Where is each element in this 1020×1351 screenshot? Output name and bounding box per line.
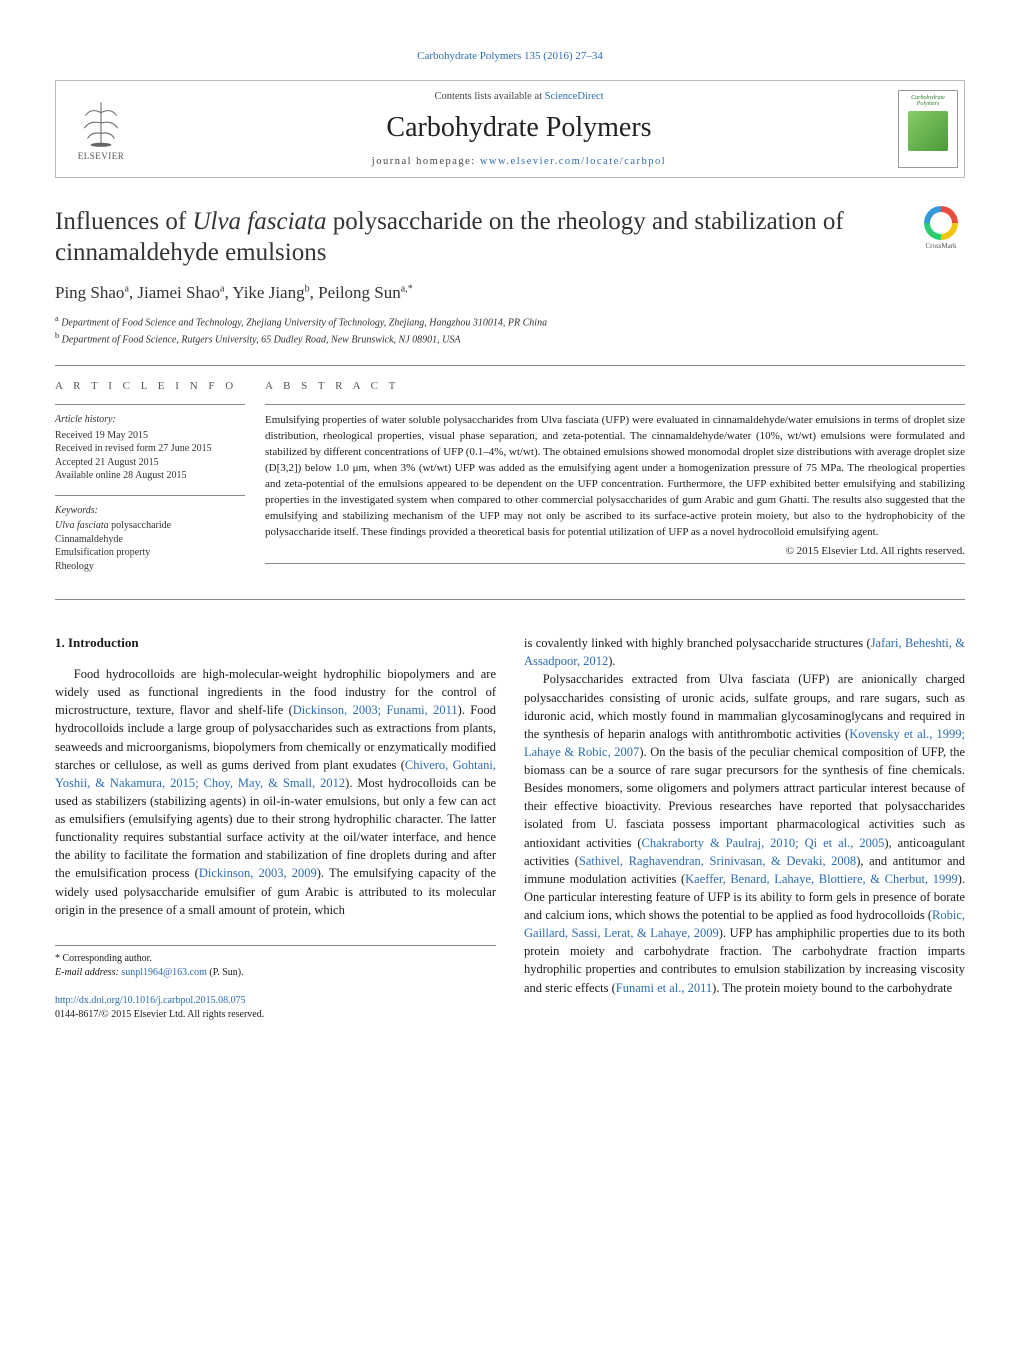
- accepted-date: Accepted 21 August 2015: [55, 456, 245, 470]
- doi-link[interactable]: http://dx.doi.org/10.1016/j.carbpol.2015…: [55, 995, 246, 1006]
- article-title: Influences of Ulva fasciata polysacchari…: [55, 206, 897, 269]
- affiliations: a Department of Food Science and Technol…: [55, 313, 965, 348]
- sciencedirect-link[interactable]: ScienceDirect: [545, 91, 604, 102]
- history-label: Article history:: [55, 413, 245, 427]
- abstract-text: Emulsifying properties of water soluble …: [265, 413, 965, 541]
- keyword-1: Ulva fasciata polysaccharide: [55, 519, 245, 533]
- homepage-line: journal homepage: www.elsevier.com/locat…: [146, 156, 892, 167]
- p1r-text-b: ).: [608, 654, 615, 668]
- keyword-4: Rheology: [55, 560, 245, 574]
- issn-line: 0144-8617/© 2015 Elsevier Ltd. All right…: [55, 1008, 496, 1022]
- contents-line: Contents lists available at ScienceDirec…: [146, 91, 892, 102]
- title-pre: Influences of: [55, 208, 192, 235]
- divider: [55, 404, 245, 405]
- abstract-copyright: © 2015 Elsevier Ltd. All rights reserved…: [265, 545, 965, 557]
- article-info-column: A R T I C L E I N F O Article history: R…: [55, 380, 265, 585]
- divider: [55, 495, 245, 496]
- keywords-label: Keywords:: [55, 504, 245, 518]
- ref-link[interactable]: Chakraborty & Paulraj, 2010; Qi et al., …: [642, 836, 885, 850]
- divider: [265, 563, 965, 564]
- received-date: Received 19 May 2015: [55, 429, 245, 443]
- elsevier-tree-icon: [75, 97, 127, 149]
- crossmark-badge[interactable]: CrossMark: [917, 206, 965, 250]
- journal-header-block: ELSEVIER Contents lists available at Sci…: [55, 80, 965, 178]
- citation-header: Carbohydrate Polymers 135 (2016) 27–34: [55, 50, 965, 62]
- title-italic: Ulva fasciata: [192, 208, 326, 235]
- divider: [265, 404, 965, 405]
- email-line: E-mail address: sunpl1964@163.com (P. Su…: [55, 966, 496, 980]
- homepage-link[interactable]: www.elsevier.com/locate/carbpol: [480, 156, 666, 167]
- doi-block: http://dx.doi.org/10.1016/j.carbpol.2015…: [55, 994, 496, 1022]
- contents-prefix: Contents lists available at: [434, 91, 544, 102]
- p1-text-c: ). Most hydrocolloids can be used as sta…: [55, 776, 496, 881]
- email-name: (P. Sun).: [207, 967, 244, 978]
- elsevier-logo: ELSEVIER: [56, 81, 146, 177]
- crossmark-label: CrossMark: [925, 242, 956, 250]
- divider: [55, 599, 965, 600]
- ref-link[interactable]: Dickinson, 2003, 2009: [199, 866, 317, 880]
- crossmark-icon: [924, 206, 958, 240]
- elsevier-label: ELSEVIER: [78, 151, 125, 161]
- intro-paragraph-1-cont: is covalently linked with highly branche…: [524, 634, 965, 670]
- affiliation-a: a Department of Food Science and Technol…: [55, 313, 965, 330]
- right-column: is covalently linked with highly branche…: [524, 634, 965, 1022]
- ref-link[interactable]: Sathivel, Raghavendran, Srinivasan, & De…: [579, 854, 856, 868]
- homepage-prefix: journal homepage:: [372, 156, 480, 167]
- revised-date: Received in revised form 27 June 2015: [55, 442, 245, 456]
- header-center: Contents lists available at ScienceDirec…: [146, 81, 892, 177]
- keyword-2: Cinnamaldehyde: [55, 533, 245, 547]
- p2-text-b: ). On the basis of the peculiar chemical…: [524, 745, 965, 850]
- corresponding-author-footer: * Corresponding author. E-mail address: …: [55, 945, 496, 980]
- abstract-heading: A B S T R A C T: [265, 380, 965, 392]
- cover-thumbnail: Carbohydrate Polymers: [892, 81, 964, 177]
- intro-paragraph-1: Food hydrocolloids are high-molecular-we…: [55, 665, 496, 919]
- affiliation-b: b Department of Food Science, Rutgers Un…: [55, 330, 965, 347]
- cover-image-icon: [908, 111, 948, 151]
- cover-box: Carbohydrate Polymers: [898, 90, 958, 168]
- ref-link[interactable]: Kaeffer, Benard, Lahaye, Blottiere, & Ch…: [685, 872, 958, 886]
- online-date: Available online 28 August 2015: [55, 469, 245, 483]
- abstract-column: A B S T R A C T Emulsifying properties o…: [265, 380, 965, 585]
- affiliation-a-text: Department of Food Science and Technolog…: [61, 317, 547, 328]
- body-columns: 1. Introduction Food hydrocolloids are h…: [55, 634, 965, 1022]
- p1r-text-a: is covalently linked with highly branche…: [524, 636, 871, 650]
- ref-link[interactable]: Dickinson, 2003; Funami, 2011: [293, 703, 458, 717]
- left-column: 1. Introduction Food hydrocolloids are h…: [55, 634, 496, 1022]
- affiliation-b-text: Department of Food Science, Rutgers Univ…: [62, 334, 461, 345]
- article-info-heading: A R T I C L E I N F O: [55, 380, 245, 392]
- corr-author-label: * Corresponding author.: [55, 952, 496, 966]
- cover-title-2: Polymers: [917, 101, 940, 107]
- journal-name: Carbohydrate Polymers: [146, 112, 892, 144]
- ref-link[interactable]: Funami et al., 2011: [616, 981, 712, 995]
- keyword-3: Emulsification property: [55, 546, 245, 560]
- info-abstract-row: A R T I C L E I N F O Article history: R…: [55, 366, 965, 599]
- keyword-1-text: Ulva fasciata polysaccharide: [55, 520, 171, 531]
- email-link[interactable]: sunpl1964@163.com: [121, 967, 207, 978]
- authors-line: Ping Shaoa, Jiamei Shaoa, Yike Jiangb, P…: [55, 283, 965, 303]
- intro-paragraph-2: Polysaccharides extracted from Ulva fasc…: [524, 670, 965, 996]
- email-label: E-mail address:: [55, 967, 121, 978]
- section-1-heading: 1. Introduction: [55, 634, 496, 653]
- p2-text-g: ). The protein moiety bound to the carbo…: [712, 981, 952, 995]
